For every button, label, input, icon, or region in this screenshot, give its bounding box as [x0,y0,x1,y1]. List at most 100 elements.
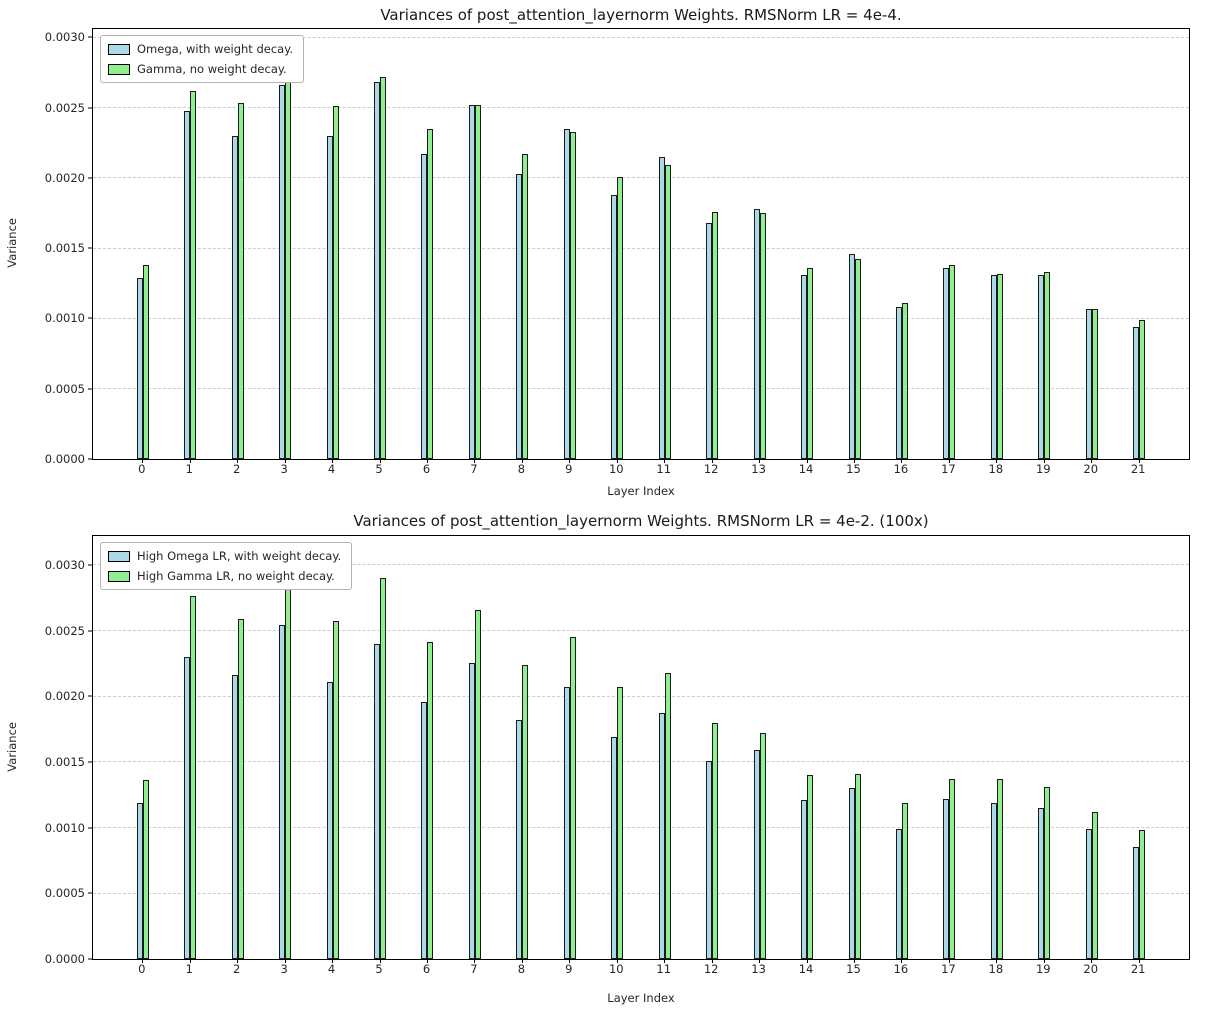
gridline [93,317,1189,319]
x-tick-label: 15 [846,962,861,976]
x-tick-mark [664,459,666,463]
x-tick-label: 4 [327,462,336,476]
bar-series2 [285,51,292,459]
x-tick-label: 4 [327,962,336,976]
bar-series2 [996,273,1003,459]
gridline [93,827,1189,829]
x-tick-label: 2 [233,962,241,976]
bar-series2 [807,775,814,959]
bar-series2 [569,637,576,959]
bar-series2 [1091,811,1098,959]
x-tick-label: 6 [422,462,431,476]
x-tick-label: 19 [1035,462,1051,476]
legend: High Omega LR, with weight decay. High G… [100,542,353,590]
plot-area: Omega, with weight decay. Gamma, no weig… [45,28,1190,466]
x-tick-label: 16 [893,962,909,976]
bar-series2 [237,618,244,959]
x-tick-mark [284,459,286,463]
x-tick-mark [284,959,286,963]
x-axis-ticks: 0 1 2 3 4 5 6 7 8 9 10 11 12 13 14 15 16 17 18 19 20 21 [92,462,1190,478]
bar-series1 [516,719,523,959]
x-tick-label: 3 [280,462,288,476]
legend-label: Omega, with weight decay. [137,42,294,56]
bar-series2 [712,722,719,959]
x-tick-mark [759,959,761,963]
y-tick-mark [88,107,92,109]
gridline [93,388,1189,390]
x-tick-mark [616,459,618,463]
y-tick-label: 0.0015 [44,241,85,256]
bar-series2 [569,131,576,459]
bar-series2 [380,76,387,459]
bar-series2 [617,176,624,459]
x-tick-label: 5 [375,962,383,976]
bar-series2 [380,578,387,959]
legend-swatch-high-omega [108,550,130,562]
bar-series1 [895,307,902,459]
bar-series1 [706,760,713,959]
x-tick-label: 8 [517,462,526,476]
x-tick-label: 18 [988,462,1004,476]
x-tick-label: 17 [941,962,956,976]
bar-series1 [1038,274,1045,459]
bar-series2 [190,90,197,459]
x-tick-mark [379,959,381,963]
legend: Omega, with weight decay. Gamma, no weig… [100,35,305,83]
y-tick-label: 0.0025 [44,623,85,638]
x-tick-label: 3 [280,962,288,976]
legend-swatch-gamma [108,63,130,75]
bar-series2 [427,128,434,459]
x-tick-label: 8 [517,962,526,976]
bar-series2 [522,154,529,459]
y-tick-mark [88,388,92,390]
y-tick-mark [88,317,92,319]
bar-series1 [563,128,570,459]
x-tick-label: 6 [422,962,431,976]
y-tick-mark [88,458,92,460]
x-tick-mark [332,459,334,463]
y-tick-label: 0.0025 [44,100,85,115]
x-tick-label: 10 [608,962,624,976]
y-tick-label: 0.0020 [44,689,85,704]
x-tick-label: 14 [798,962,814,976]
x-tick-mark [854,959,855,963]
y-axis-label-text: Variance [5,218,19,268]
bar-series2 [332,106,339,459]
y-tick-mark [88,827,92,829]
x-tick-mark [237,959,239,963]
x-tick-label: 0 [138,962,146,976]
x-tick-mark [1138,459,1140,463]
y-tick-label: 0.0000 [44,452,85,466]
bar-series1 [421,154,428,459]
bar-series2 [1139,830,1146,959]
legend-label: High Gamma LR, no weight decay. [137,569,335,583]
x-tick-mark [1091,959,1093,963]
x-tick-mark [664,959,666,963]
x-tick-label: 13 [751,962,766,976]
bar-series1 [374,82,381,459]
gridline [93,892,1189,894]
y-tick-label: 0.0030 [44,557,85,572]
y-tick-mark [88,892,92,894]
legend-item: High Gamma LR, no weight decay. [108,569,341,583]
y-tick-label: 0.0000 [44,952,85,966]
x-tick-mark [474,459,476,463]
x-tick-mark [569,959,571,963]
gridline [93,630,1189,632]
bar-series1 [136,277,143,459]
legend-swatch-high-gamma [108,570,130,582]
bar-series1 [943,798,950,959]
y-axis-label: Variance [5,535,19,958]
bar-series1 [516,173,523,459]
x-tick-mark [901,959,903,963]
bar-series1 [1038,807,1045,959]
x-tick-mark [948,459,950,463]
bar-series1 [848,788,855,959]
bar-series2 [1044,272,1051,459]
x-tick-label: 5 [375,462,383,476]
x-tick-mark [1043,959,1045,963]
bar-series1 [374,643,381,959]
x-axis-label: Layer Index [607,991,675,1005]
bar-series1 [1085,308,1092,459]
bar-series1 [421,701,428,959]
